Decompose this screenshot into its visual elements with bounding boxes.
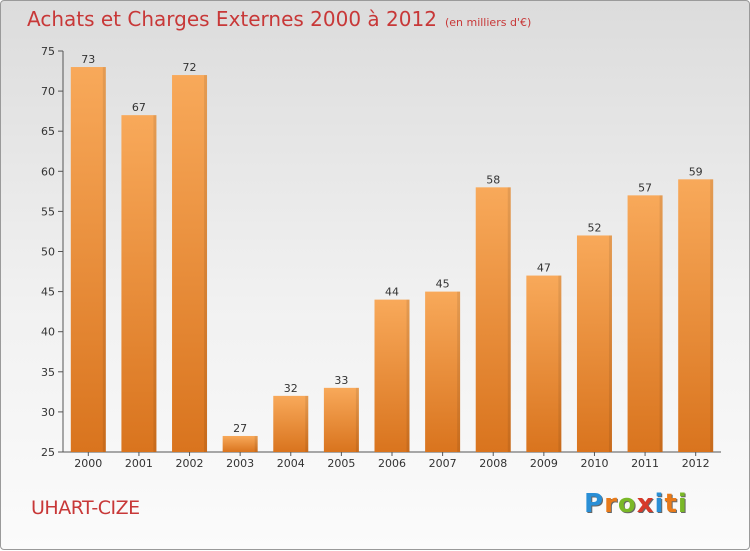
data-label: 44 [385,286,399,299]
data-label: 27 [233,422,247,435]
y-tick-label: 35 [41,366,55,379]
chart-title: Achats et Charges Externes 2000 à 2012 (e… [27,7,531,31]
data-label: 47 [537,262,551,275]
logo-letter: o [617,489,637,519]
bar [172,75,208,452]
y-tick-label: 50 [41,246,55,259]
x-tick-label: 2000 [74,457,102,470]
y-tick-label: 60 [41,165,55,178]
bar-shade [608,235,612,452]
data-label: 67 [132,101,146,114]
bar-shade [204,75,208,452]
bar [475,187,511,452]
chart-labels: 73 67 72 27 32 33 44 45 58 47 52 57 59 [81,53,702,435]
proxiti-logo: Proxiti [584,489,688,519]
logo-letter: P [584,489,605,519]
y-tick-label: 45 [41,286,55,299]
bar [121,115,157,452]
bar-shade [153,115,157,452]
bar [323,387,359,452]
bar-shade [659,195,663,453]
bar-shade [406,299,410,452]
bar [425,291,461,452]
y-tick-label: 40 [41,326,55,339]
bar [627,195,663,453]
bar [374,299,410,452]
logo-letter: x [636,489,655,519]
data-label: 52 [587,221,601,234]
bar-shade [507,187,511,452]
y-tick-label: 30 [41,406,55,419]
y-tick-label: 75 [41,45,55,58]
data-label: 73 [81,53,95,66]
bar-shade [710,179,714,452]
bar [70,67,106,452]
x-tick-label: 2007 [429,457,457,470]
y-tick-label: 55 [41,205,55,218]
chart-axes: 25 30 35 40 45 50 55 60 65 70 75 2000 2001 2002 2003 20… [41,45,721,470]
x-tick-label: 2011 [631,457,659,470]
data-label: 32 [284,382,298,395]
x-tick-label: 2001 [125,457,153,470]
data-label: 58 [486,173,500,186]
logo-letter: i [654,489,665,519]
x-tick-label: 2010 [580,457,608,470]
x-tick-label: 2009 [530,457,558,470]
commune-name: UHART-CIZE [31,497,140,519]
x-tick-label: 2002 [176,457,204,470]
bar-shade [457,291,461,452]
data-label: 45 [436,278,450,291]
logo-letter: r [604,489,618,519]
x-tick-label: 2005 [327,457,355,470]
chart-bars [70,67,714,453]
bar-shade [558,275,562,452]
chart-unit: (en milliers d'€) [444,16,532,29]
logo-letter: t [664,489,678,519]
y-tick-label: 70 [41,85,55,98]
bar-shade [102,67,106,452]
y-tick-label: 25 [41,446,55,459]
chart-title-text: Achats et Charges Externes 2000 à 2012 [27,7,437,31]
bar [576,235,612,452]
bar-shade [254,435,258,452]
bar [222,435,258,452]
data-label: 33 [334,374,348,387]
data-label: 72 [183,61,197,74]
x-tick-label: 2006 [378,457,406,470]
bar-shade [355,387,359,452]
logo-letter: i [677,489,688,519]
bar [678,179,714,452]
x-tick-label: 2004 [277,457,305,470]
y-tick-label: 65 [41,125,55,138]
x-tick-label: 2003 [226,457,254,470]
data-label: 59 [689,165,703,178]
x-tick-label: 2012 [682,457,710,470]
bar [526,275,562,452]
x-tick-label: 2008 [479,457,507,470]
bar-shade [305,395,309,452]
data-label: 57 [638,181,652,194]
bar [273,395,309,452]
